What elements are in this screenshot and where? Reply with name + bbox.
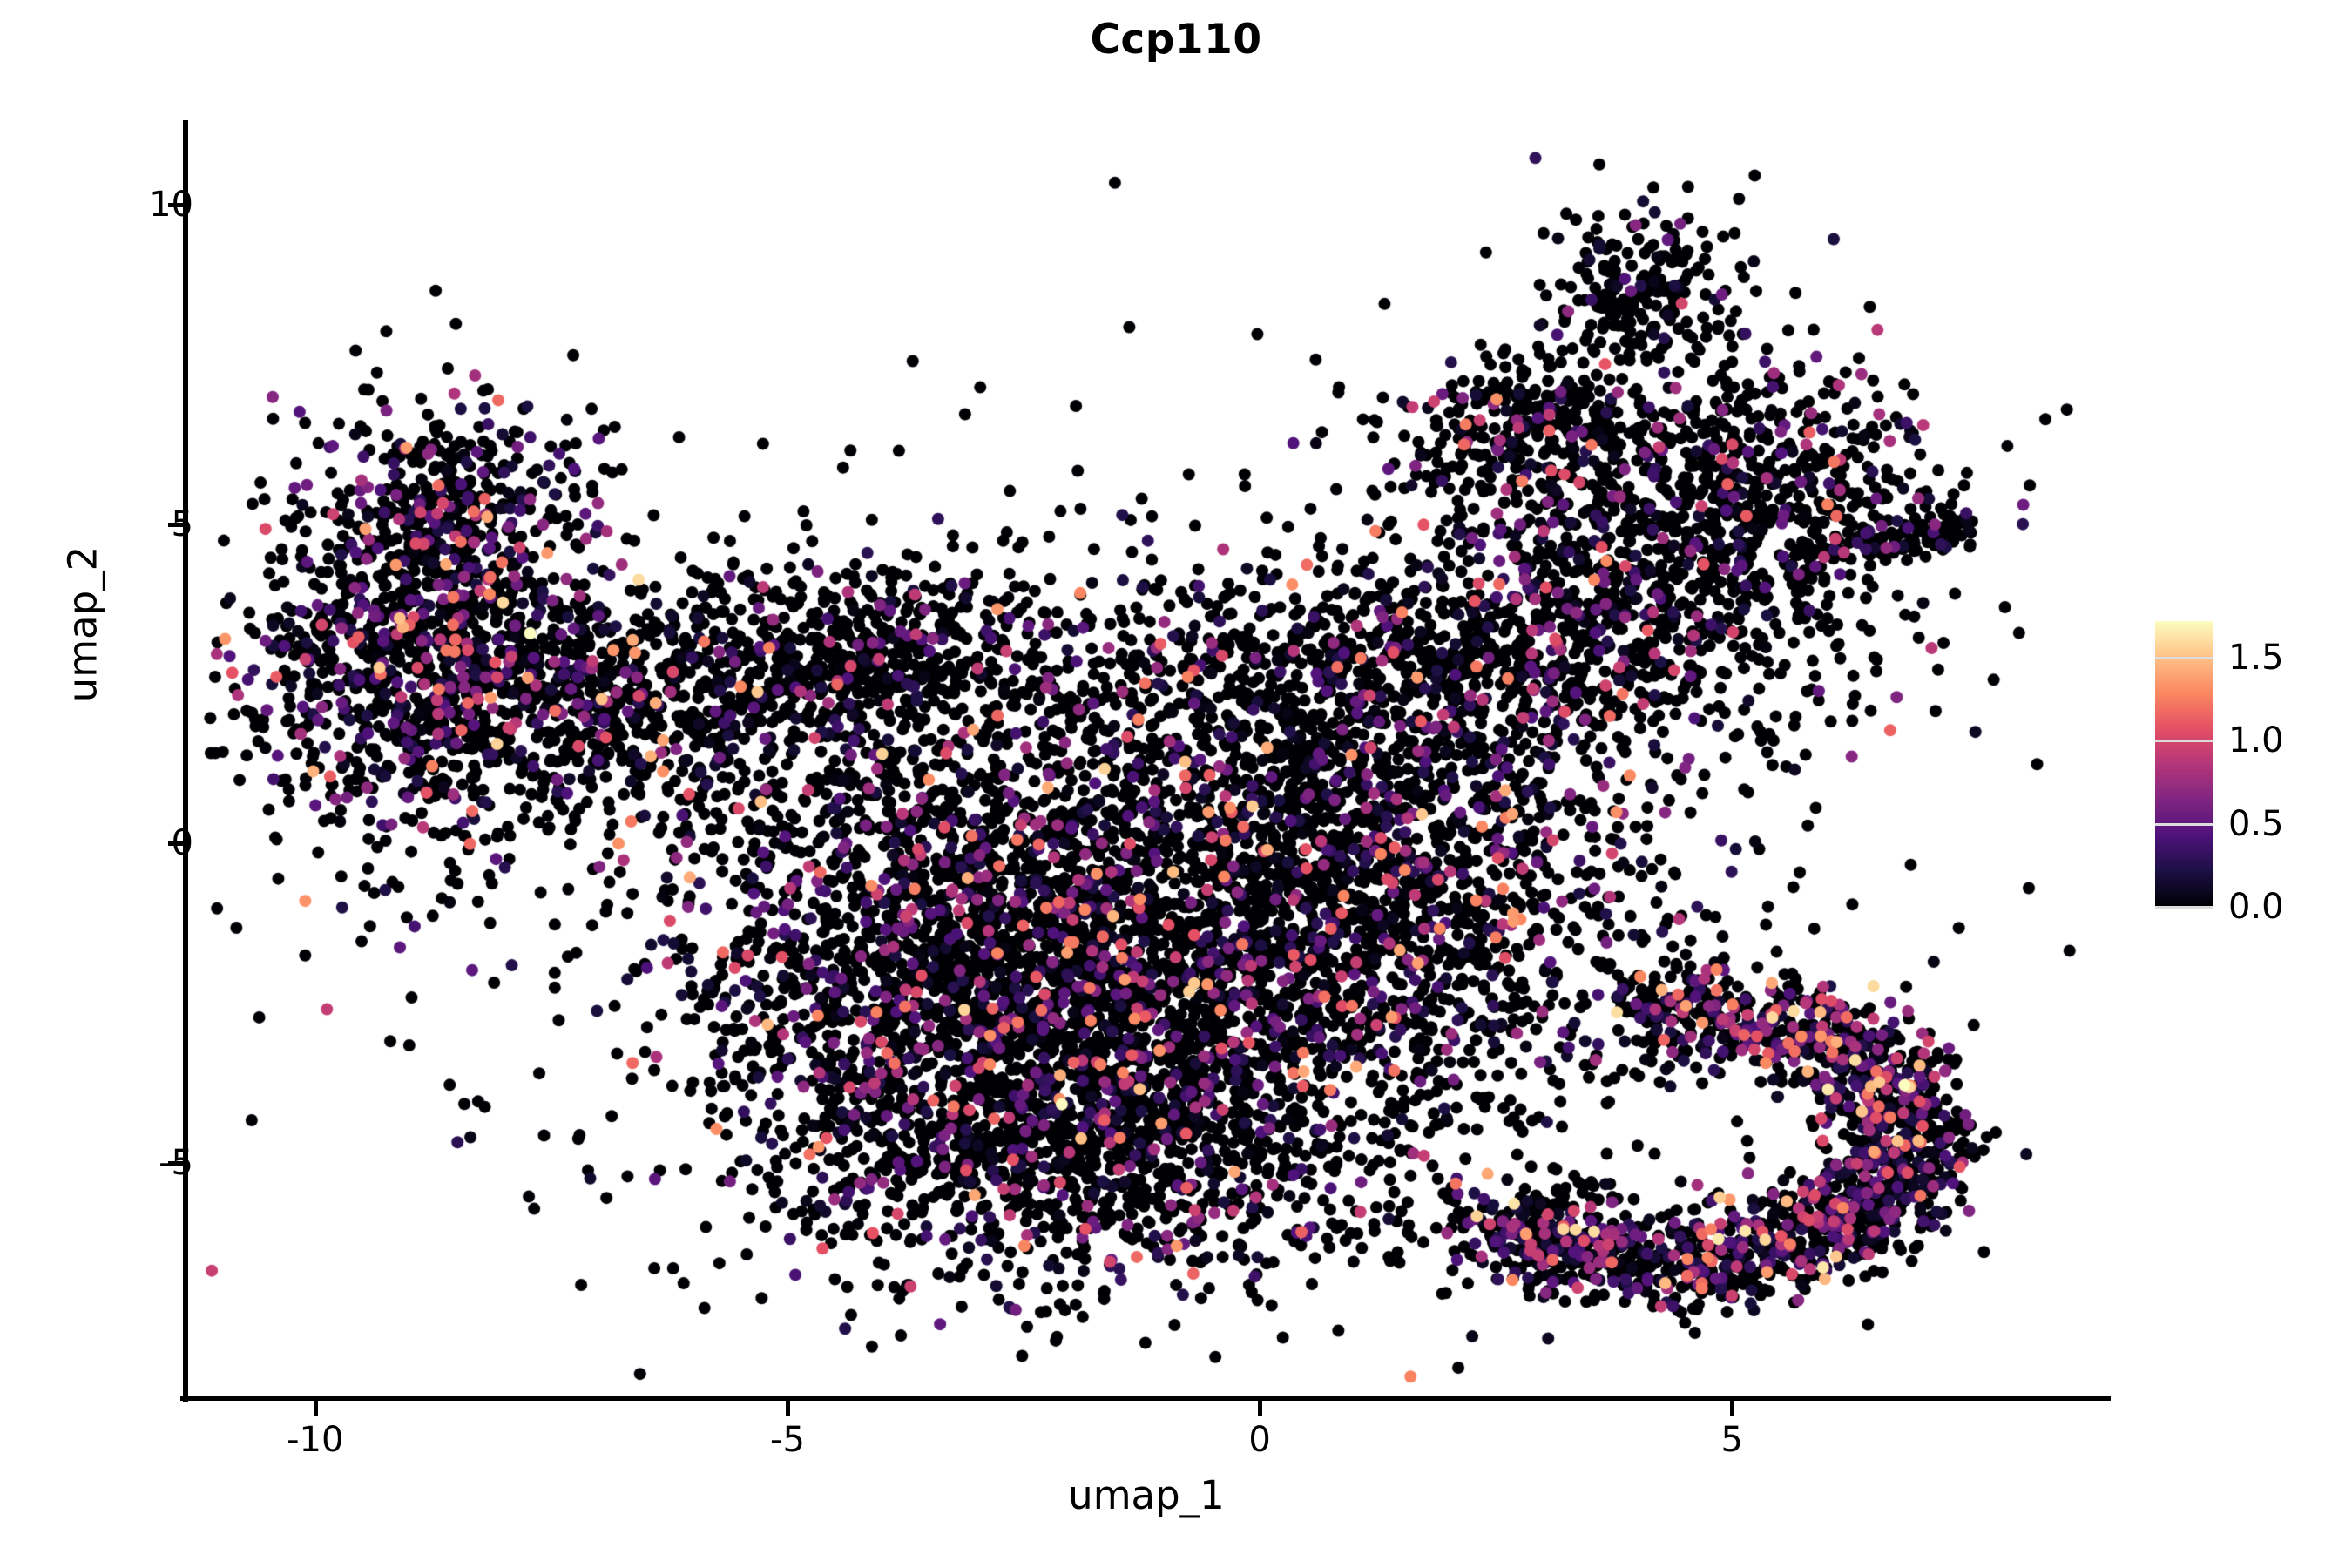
x-tick-label: 0	[1248, 1420, 1271, 1460]
scatter-plot-axes[interactable]	[183, 122, 2110, 1399]
x-tick-label: -5	[770, 1420, 805, 1460]
y-tick-mark	[168, 203, 183, 208]
colorbar-tick-label: 0.0	[2228, 887, 2284, 927]
x-tick-label: -10	[287, 1420, 344, 1460]
colorbar-tick-label: 0.5	[2228, 803, 2284, 844]
y-tick-mark	[168, 1160, 183, 1166]
y-tick-label: 10	[149, 185, 193, 226]
y-tick-mark	[168, 522, 183, 527]
x-tick-mark	[1730, 1401, 1735, 1416]
y-tick-label: -5	[159, 1142, 193, 1183]
colorbar-tick-label: 1.5	[2228, 637, 2284, 678]
colorbar-tick-mark	[2155, 822, 2213, 826]
y-tick-label: 0	[171, 823, 193, 864]
x-tick-label: 5	[1720, 1420, 1743, 1460]
colorbar-tick-mark	[2155, 656, 2213, 659]
x-tick-mark	[313, 1401, 318, 1416]
x-axis-label: umap_1	[1068, 1472, 1225, 1518]
x-tick-mark	[785, 1401, 790, 1416]
colorbar-tick-mark	[2155, 906, 2213, 909]
colorbar-tick-mark	[2155, 740, 2213, 743]
y-axis-label: umap_2	[59, 545, 106, 703]
page-title: Ccp110	[1090, 16, 1262, 64]
scatter-points-canvas	[183, 122, 2110, 1399]
y-tick-label: 5	[171, 504, 193, 544]
colorbar-gradient	[2155, 621, 2213, 907]
axis-spine-bottom	[180, 1396, 2111, 1401]
colorbar-tick-label: 1.0	[2228, 720, 2284, 761]
x-tick-mark	[1258, 1401, 1263, 1416]
y-tick-mark	[168, 841, 183, 847]
colorbar[interactable]: 0.0 0.5 1.0 1.5	[2155, 621, 2347, 927]
axis-spine-left	[183, 120, 188, 1402]
